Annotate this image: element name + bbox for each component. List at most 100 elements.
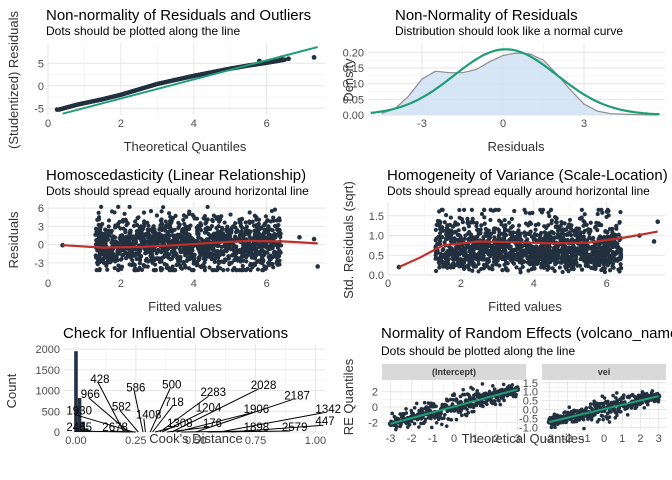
re-ytick-label: 2 xyxy=(372,387,378,399)
linearity-point xyxy=(219,214,224,219)
linearity-point xyxy=(145,249,150,254)
homogeneity-point xyxy=(548,207,554,212)
homogeneity-point xyxy=(618,262,623,267)
qq-marks xyxy=(54,46,318,115)
homogeneity-point xyxy=(617,250,622,255)
panel-qq: Non-normality of Residuals and Outliers … xyxy=(6,7,325,154)
density-ytick-label: 0.00 xyxy=(343,110,364,122)
homogeneity-point xyxy=(593,264,598,269)
re-point xyxy=(600,414,605,418)
linearity-point xyxy=(263,214,268,219)
linearity-point xyxy=(222,220,227,225)
linearity-xtick-label: 0 xyxy=(45,278,51,290)
linearity-point xyxy=(106,224,111,229)
influence-xtick-label: 1.00 xyxy=(305,435,326,447)
linearity-point xyxy=(265,218,270,223)
homogeneity-point xyxy=(596,207,601,212)
re-ytick-label: -2 xyxy=(368,417,378,429)
influence-grid xyxy=(64,345,325,433)
homogeneity-point xyxy=(497,218,502,223)
linearity-point xyxy=(169,256,175,261)
homogeneity-point xyxy=(437,265,442,270)
homogeneity-point xyxy=(435,241,440,247)
linearity-point xyxy=(125,253,130,259)
linearity-point xyxy=(210,253,215,258)
linearity-point xyxy=(221,252,226,257)
re-point xyxy=(442,416,446,420)
linearity-point xyxy=(176,225,181,230)
density-xtick-label: 3 xyxy=(581,118,587,130)
homogeneity-point xyxy=(439,207,444,212)
re-point xyxy=(454,417,459,422)
linearity-point xyxy=(152,262,158,267)
homogeneity-point xyxy=(455,232,461,238)
homogeneity-point xyxy=(485,257,490,262)
re-point xyxy=(501,382,506,387)
re-point xyxy=(553,425,557,430)
homogeneity-point xyxy=(533,227,538,232)
homogeneity-point xyxy=(542,224,547,229)
homogeneity-point xyxy=(556,249,562,254)
linearity-point xyxy=(97,248,102,253)
linearity-point xyxy=(174,252,179,257)
linearity-point xyxy=(214,216,219,221)
linearity-title: Homoscedasticity (Linear Relationship) xyxy=(46,167,306,184)
linearity-point xyxy=(98,204,104,209)
influence-point-label: 2187 xyxy=(284,391,310,403)
re-xtick-label: 1 xyxy=(619,433,625,445)
linearity-point xyxy=(198,264,203,269)
linearity-point xyxy=(269,255,274,260)
re-point xyxy=(434,404,438,409)
homogeneity-point xyxy=(483,231,488,237)
linearity-point xyxy=(98,225,103,230)
homogeneity-point xyxy=(543,250,548,255)
qq-xlabel: Theoretical Quantiles xyxy=(124,139,247,154)
homogeneity-point xyxy=(471,264,476,269)
homogeneity-point xyxy=(518,267,523,272)
homogeneity-point xyxy=(564,253,569,258)
linearity-point xyxy=(181,217,186,222)
homogeneity-point xyxy=(522,233,528,238)
linearity-point xyxy=(131,223,137,229)
homogeneity-point xyxy=(460,261,466,266)
re-point xyxy=(625,413,630,417)
linearity-point xyxy=(230,268,235,273)
homogeneity-point xyxy=(487,242,492,248)
qq-reference-line xyxy=(62,46,318,115)
panel-density: Non-Normality of Residuals Distribution … xyxy=(341,7,665,154)
linearity-point xyxy=(106,218,112,223)
re-point xyxy=(443,412,447,417)
homogeneity-point xyxy=(588,220,593,225)
qq-xtick-label: 6 xyxy=(264,118,270,130)
linearity-point xyxy=(233,235,239,241)
linearity-point xyxy=(243,220,248,225)
linearity-point xyxy=(160,255,165,260)
linearity-point xyxy=(260,260,265,266)
influence-point-label: 428 xyxy=(90,374,109,386)
linearity-point xyxy=(122,211,127,216)
linearity-point xyxy=(130,258,135,263)
homogeneity-point xyxy=(597,250,602,255)
influence-xtick-label: 0.75 xyxy=(245,435,266,447)
linearity-point xyxy=(150,248,155,254)
linearity-point xyxy=(228,246,233,252)
homogeneity-point xyxy=(589,252,594,257)
homogeneity-point xyxy=(604,253,610,258)
re-point xyxy=(465,407,469,412)
homogeneity-point xyxy=(467,249,472,254)
homogeneity-point xyxy=(560,269,565,275)
qq-subtitle: Dots should be plotted along the line xyxy=(46,24,240,38)
linearity-point xyxy=(160,247,165,252)
linearity-point xyxy=(137,257,143,262)
linearity-point xyxy=(254,246,259,251)
linearity-point xyxy=(218,217,223,222)
influence-marks: 4289661930246526785825861408500718130822… xyxy=(66,351,341,434)
qq-ytick-label: 0 xyxy=(38,81,44,93)
linearity-point xyxy=(94,255,99,260)
linearity-point xyxy=(205,204,210,210)
linearity-point xyxy=(102,231,107,236)
homogeneity-point xyxy=(490,249,496,254)
homogeneity-point xyxy=(529,267,534,272)
homogeneity-point xyxy=(443,212,449,218)
linearity-point xyxy=(209,256,214,262)
